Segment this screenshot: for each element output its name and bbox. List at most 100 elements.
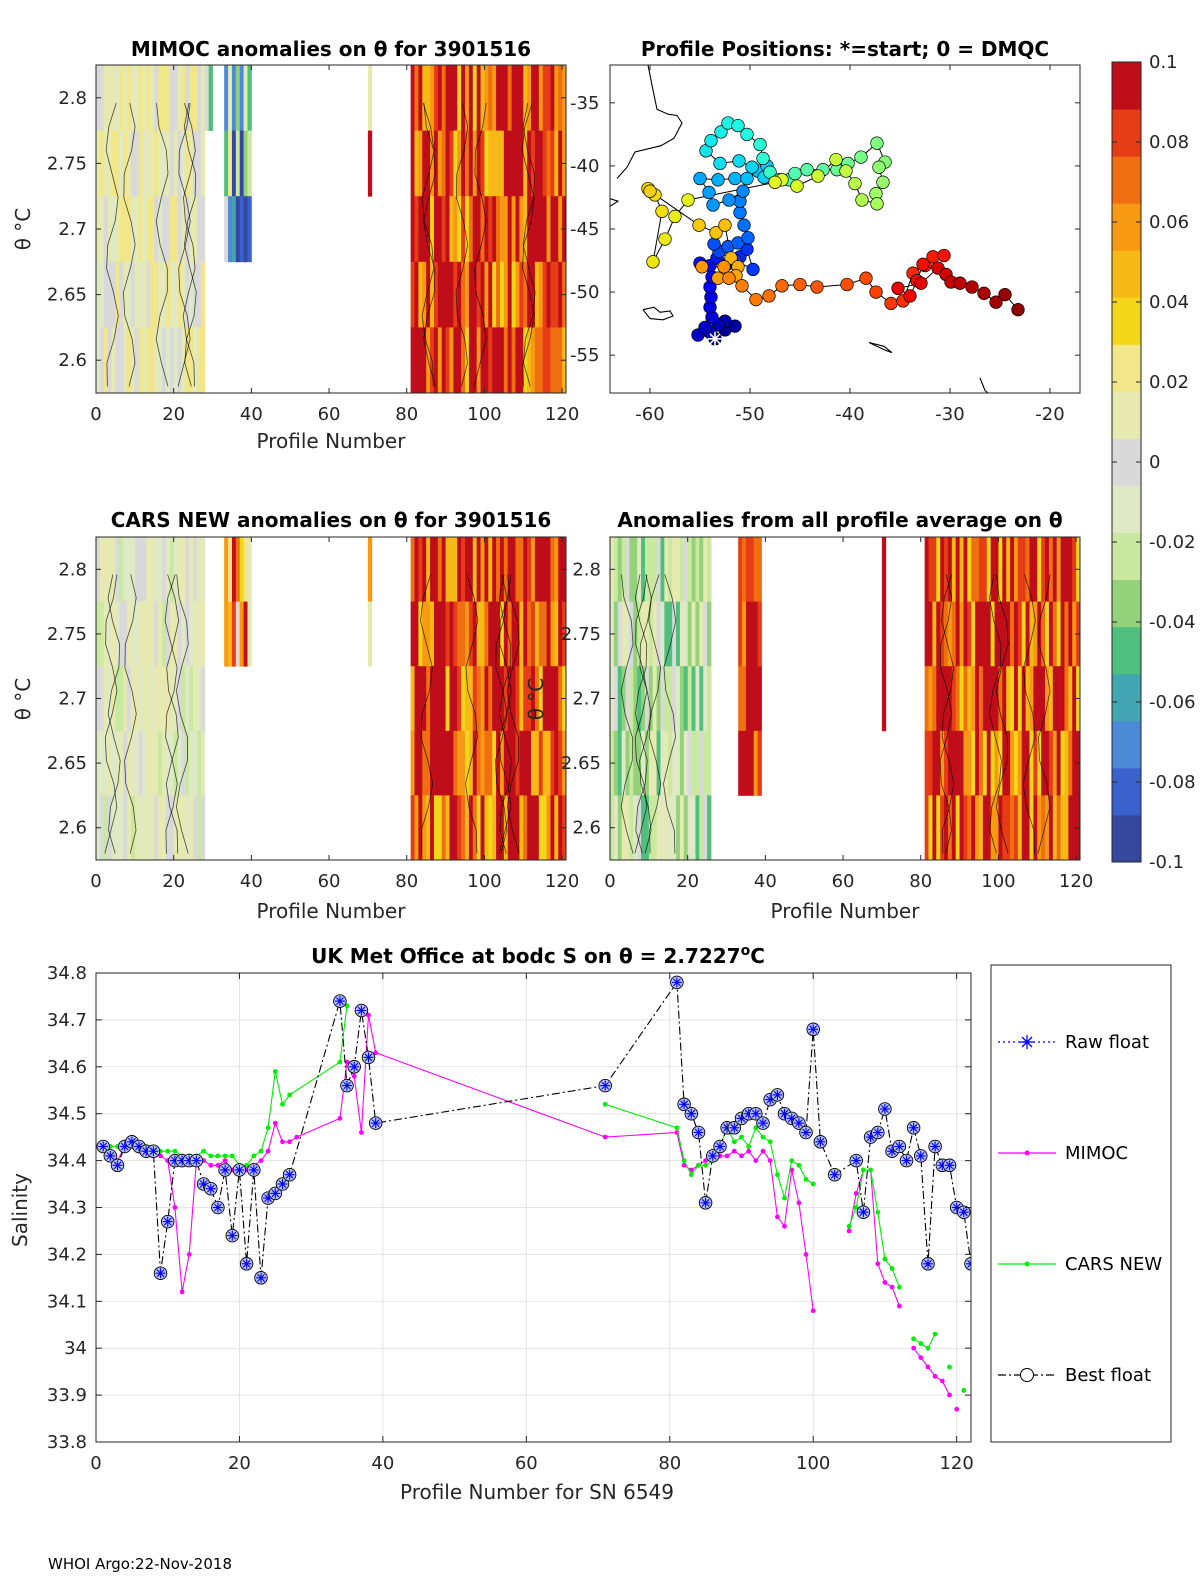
heatmap-cell — [138, 261, 144, 328]
heatmap-cell — [979, 601, 984, 667]
heatmap-cell — [617, 795, 623, 860]
y-tick-label: 34.6 — [47, 1057, 87, 1078]
series-point — [244, 1162, 250, 1168]
raw-float-marker — [966, 1258, 971, 1269]
heatmap-cell — [484, 666, 489, 732]
heatmap-cell — [637, 666, 642, 732]
heatmap-cell — [196, 666, 202, 732]
series-point — [760, 1134, 766, 1140]
heatmap-cell — [185, 130, 190, 197]
heatmap-cell — [745, 537, 751, 602]
series-point — [265, 1125, 271, 1131]
raw-float-marker — [363, 1052, 374, 1063]
heatmap-cell — [1056, 666, 1061, 732]
heatmap-cell — [986, 666, 992, 732]
heatmap-cell — [550, 666, 555, 732]
heatmap-cell — [699, 666, 704, 732]
heatmap-cell — [418, 327, 423, 393]
heatmap-cell — [484, 196, 489, 263]
colorbar-band — [1112, 767, 1141, 816]
heatmap-cell — [123, 130, 128, 197]
heatmap-cell — [967, 666, 972, 732]
heatmap-cell — [979, 730, 984, 796]
heatmap-cell — [1068, 795, 1073, 860]
heatmap-cell — [994, 730, 999, 796]
series-point — [172, 1205, 178, 1210]
heatmap-cell — [523, 795, 528, 860]
series-point — [853, 1191, 859, 1196]
heatmap-cell — [959, 666, 964, 732]
raw-float-marker — [191, 1155, 202, 1166]
heatmap-cell — [499, 730, 505, 796]
heatmap-cell — [538, 196, 544, 263]
heatmap-cell — [123, 730, 128, 796]
series-point — [215, 1153, 221, 1159]
heatmap-cell — [507, 327, 513, 393]
heatmap-cell — [742, 730, 747, 796]
heatmap-cell — [189, 327, 194, 393]
heatmap-cell — [453, 795, 458, 860]
heatmap-cell — [177, 196, 182, 263]
heatmap-cell — [173, 130, 178, 197]
heatmap-cell — [228, 601, 233, 667]
heatmap-cell — [193, 65, 198, 131]
heatmap-cell — [150, 795, 155, 860]
heatmap-cell — [683, 537, 689, 602]
heatmap-cell — [228, 537, 233, 602]
y-tick-label: 2.75 — [561, 624, 601, 645]
heatmap-cell — [146, 65, 151, 131]
heatmap-cell — [134, 65, 140, 131]
heatmap-cell — [169, 730, 175, 796]
heatmap-cell — [449, 601, 454, 667]
series-point — [896, 1284, 902, 1290]
heatmap-cell — [519, 666, 524, 732]
raw-float-marker — [700, 1197, 711, 1208]
heatmap-cell — [107, 261, 112, 328]
heatmap-cell — [146, 196, 151, 263]
heatmap-cell — [499, 65, 505, 131]
profile-position-marker — [692, 218, 706, 232]
heatmap-cell — [476, 261, 481, 328]
heatmap-cell — [484, 130, 489, 197]
heatmap-cell — [181, 795, 186, 860]
heatmap-cell — [445, 130, 450, 197]
heatmap-cell — [492, 130, 497, 197]
series-point — [782, 1195, 787, 1201]
heatmap-cell — [554, 65, 559, 131]
heatmap-cell — [107, 196, 112, 263]
heatmap-cell — [625, 537, 630, 602]
heatmap-cell — [503, 327, 509, 393]
raw-float-stroke — [343, 1081, 351, 1090]
raw-float-marker — [944, 1160, 955, 1171]
profile-position-marker — [733, 205, 747, 220]
heatmap-cell — [499, 537, 505, 602]
heatmap-cell — [742, 666, 747, 732]
heatmap-cell — [414, 795, 419, 860]
heatmap-cell — [738, 601, 743, 667]
heatmap-cell — [683, 795, 689, 860]
series-point — [344, 1003, 350, 1009]
profile-position-marker — [768, 175, 782, 189]
heatmap-cell — [503, 261, 509, 328]
profile-positions-panel: Profile Positions: *=start; 0 = DMQC -60… — [570, 37, 1081, 425]
heatmap-cell — [130, 196, 136, 263]
profile-position-marker — [728, 171, 742, 186]
heatmap-cell — [200, 327, 206, 393]
heatmap-cell — [621, 666, 626, 732]
heatmap-cell — [189, 666, 194, 732]
raw-float-stroke — [106, 1152, 115, 1160]
heatmap-cell — [753, 666, 758, 732]
heatmap-cell — [629, 601, 634, 667]
heatmap-cell — [749, 730, 755, 796]
heatmap-cell — [453, 261, 458, 328]
heatmap-cell — [1006, 666, 1011, 732]
heatmap-cell — [468, 730, 474, 796]
series-point — [258, 1158, 264, 1163]
colorbar-band — [1112, 203, 1141, 251]
heatmap-cell — [224, 130, 229, 197]
heatmap-cell — [441, 261, 446, 328]
cars-y-label: θ °C — [11, 678, 35, 721]
heatmap-cell — [437, 730, 443, 796]
heatmap-cell — [193, 196, 198, 263]
heatmap-cell — [703, 795, 708, 860]
